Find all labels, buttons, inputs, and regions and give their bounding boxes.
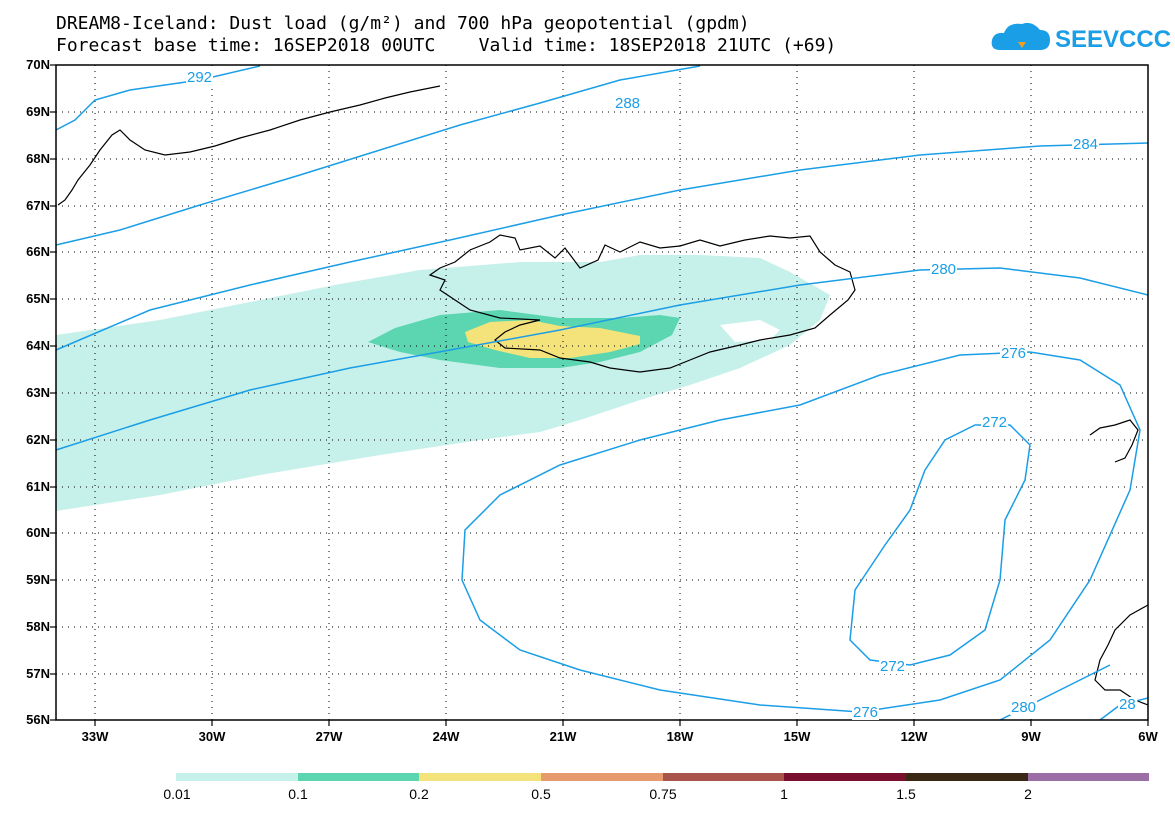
dust-level-001 [56,255,830,511]
contour-label: 280 [1010,699,1038,716]
contour-284 [55,142,1149,351]
lon-label: 18W [666,729,694,744]
colorbar [176,773,1149,781]
map-title: DREAM8-Iceland: Dust load (g/m²) and 700… [56,13,750,34]
contour-label: 28 [1118,696,1137,713]
lat-label: 57N [26,666,50,681]
lon-label: 9W [1021,729,1041,744]
contour-292 [55,65,261,131]
lat-label: 67N [26,198,50,213]
colorbar-swatch-3 [541,773,663,781]
colorbar-swatch-7 [1028,773,1149,781]
colorbar-label: 0.5 [531,786,551,802]
lon-label: 27W [315,729,343,744]
seevccc-logo-icon [991,22,1050,50]
contour-label: 288 [614,95,642,112]
colorbar-label: 0.2 [409,786,429,802]
logo-text: SEEVCCC [1055,26,1172,53]
lat-label: 63N [26,385,50,400]
scotland-coast [1094,604,1149,706]
lat-label: 59N [26,572,50,587]
lon-label: 33W [81,729,109,744]
lon-label: 30W [198,729,226,744]
lon-label: 24W [432,729,460,744]
contour-272 [849,424,1031,666]
dust-shading [56,255,830,511]
lat-label: 70N [26,57,50,72]
greenland-coast [57,85,441,206]
colorbar-label: 1 [780,786,788,802]
colorbar-label: 0.01 [163,786,191,802]
contour-label: 292 [186,69,214,86]
iceland-coast [428,234,856,373]
colorbar-swatch-0 [176,773,298,781]
lat-label: 58N [26,619,50,634]
colorbar-swatch-1 [298,773,419,781]
lat-label: 68N [26,151,50,166]
dust-gap [720,320,780,342]
lon-label: 21W [549,729,577,744]
colorbar-swatch-2 [419,773,541,781]
colorbar-label: 0.1 [288,786,308,802]
colorbar-label: 2 [1024,786,1032,802]
lat-label: 65N [26,291,50,306]
colorbar-label: 0.75 [649,786,677,802]
contour-label: 276 [852,704,880,721]
axis-ticks [50,64,1149,726]
lat-label: 64N [26,338,50,353]
map-subtitle: Forecast base time: 16SEP2018 00UTC Vali… [56,35,837,56]
contour-label: 280 [930,261,958,278]
lon-label: 15W [783,729,811,744]
contour-label: 276 [1000,345,1028,362]
contour-label: 272 [981,414,1009,431]
contour-label: 272 [879,658,907,675]
lat-label: 62N [26,432,50,447]
lon-label: 12W [900,729,928,744]
colorbar-swatch-6 [906,773,1028,781]
contour-280 [55,267,1149,451]
geopotential-contours [55,65,1149,721]
lat-label: 61N [26,479,50,494]
lat-label: 56N [26,712,50,727]
contour-288 [55,65,701,246]
colorbar-swatch-5 [784,773,906,781]
faroe-coast [1089,419,1139,463]
contour-label: 284 [1072,136,1100,153]
lat-label: 66N [26,244,50,259]
coastlines [57,85,1149,706]
lat-label: 69N [26,104,50,119]
lon-label: 6W [1138,729,1158,744]
colorbar-label: 1.5 [896,786,916,802]
lat-label: 60N [26,525,50,540]
colorbar-swatch-4 [663,773,784,781]
